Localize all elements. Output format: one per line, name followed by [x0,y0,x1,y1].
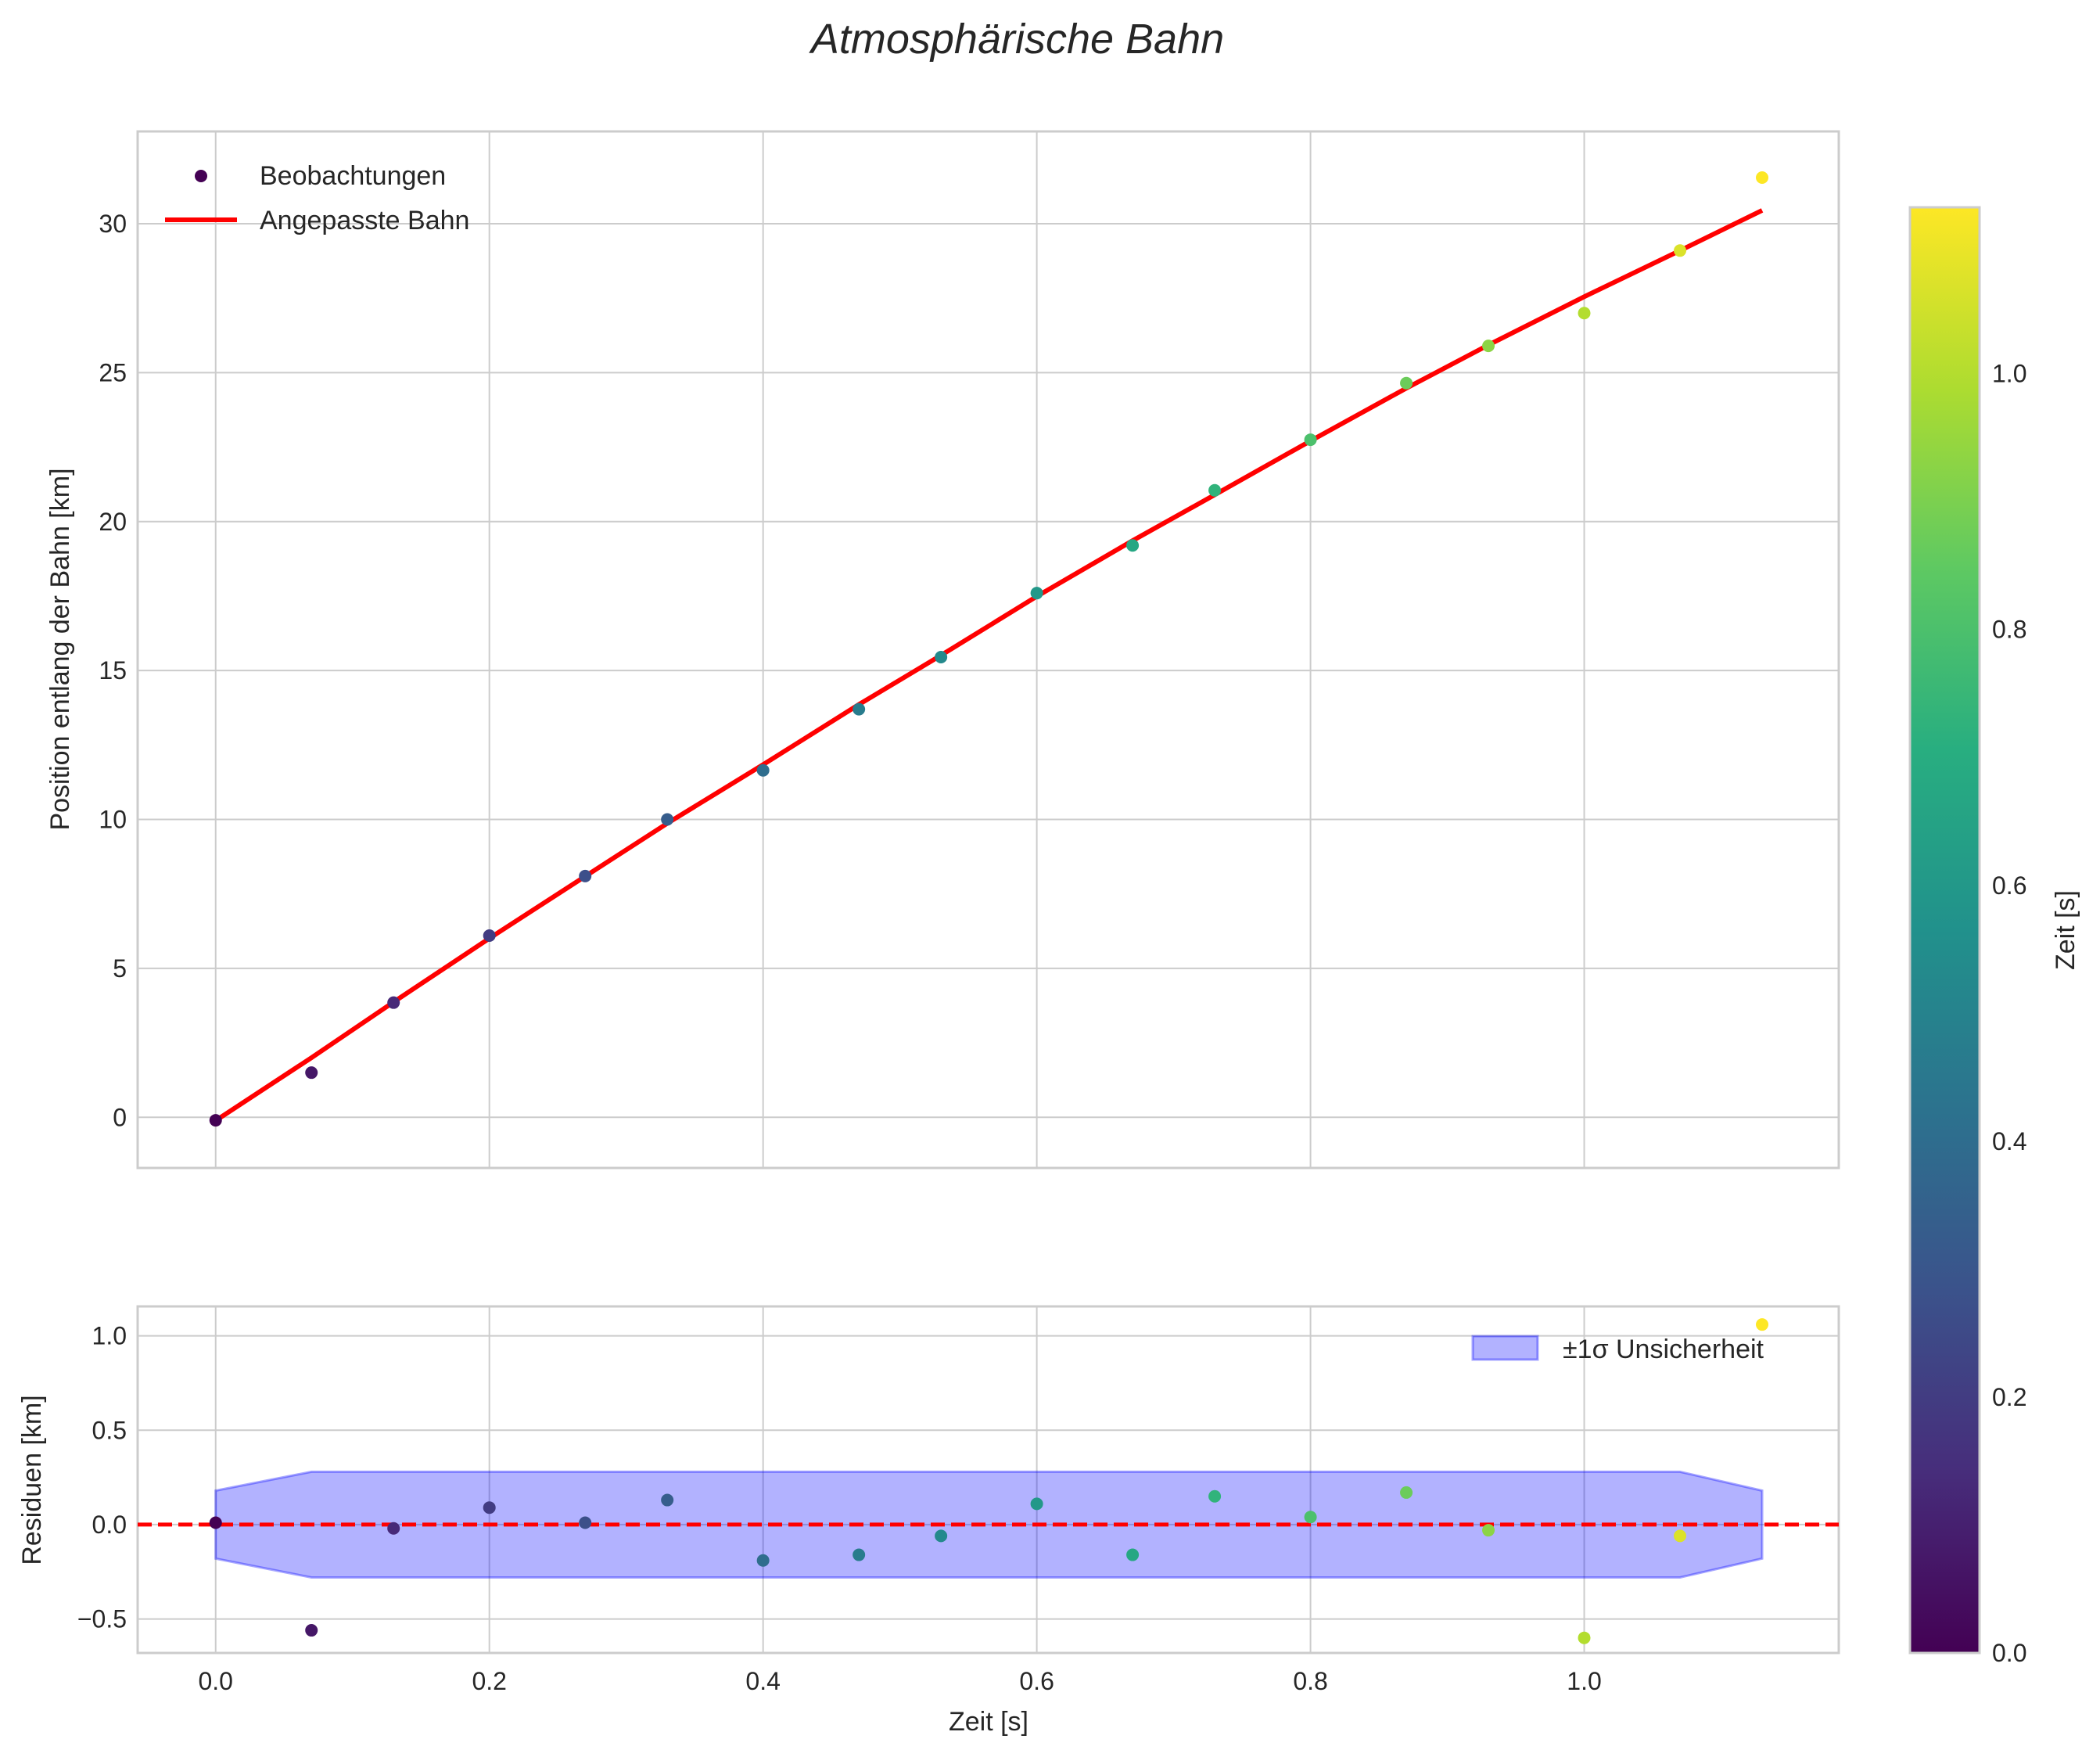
y-tick-label: 25 [99,358,127,386]
colorbar-label: Zeit [s] [2051,890,2080,970]
colorbar-tick-label: 0.2 [1992,1383,2026,1411]
observation-point [1578,307,1591,320]
residual-point [1208,1489,1222,1503]
observation-point [1674,244,1687,257]
y-tick-label: 0.0 [92,1511,127,1539]
y-tick-label: 0.5 [92,1416,127,1444]
y-tick-label: 5 [113,954,127,983]
observation-point [305,1066,318,1080]
x-tick-label: 0.8 [1293,1667,1327,1695]
y-tick-label: 0 [113,1103,127,1131]
observation-point [579,869,592,882]
observation-point [1482,340,1495,353]
residual-point [387,1522,400,1535]
y-tick-label: 30 [99,210,127,238]
x-tick-label: 1.0 [1567,1667,1601,1695]
residual-plot: −0.5 0.0 0.5 1.0 0.0 0.2 0.4 0.6 0.8 1.0 ±1σ Unsic… [77,1305,1840,1695]
observation-point [853,702,866,716]
residual-point [756,1554,770,1567]
observation-point [1400,376,1413,390]
colorbar-tick-label: 0.0 [1992,1639,2026,1667]
x-tick-label: 0.6 [1019,1667,1054,1695]
observation-point [1756,171,1769,185]
x-tick-label: 0.2 [472,1667,506,1695]
y-tick-label: 1.0 [92,1322,127,1350]
residual-point [579,1516,592,1529]
residual-point [1578,1631,1591,1644]
observation-point [935,651,948,664]
colorbar: 0.0 0.2 0.4 0.6 0.8 1.0 [1908,206,2026,1667]
legend-band-swatch [1471,1335,1539,1361]
residual-point [1126,1548,1140,1561]
legend-scatter-marker [195,170,207,182]
residual-point [483,1501,496,1514]
legend-label-fit: Angepasste Bahn [260,206,469,235]
residual-point [935,1529,948,1543]
top-y-axis-label: Position entlang der Bahn [km] [45,468,75,830]
colorbar-tick-label: 0.8 [1992,616,2026,644]
residual-point [209,1516,222,1529]
observation-point [209,1114,222,1127]
x-axis-label: Zeit [s] [949,1707,1028,1737]
legend-label-observations: Beobachtungen [260,161,446,191]
fit-line [214,208,1764,1123]
residual-point [1030,1497,1043,1511]
observation-point [756,764,770,777]
observation-point [387,996,400,1009]
residual-point [1482,1524,1495,1537]
x-tick-label: 0.0 [198,1667,232,1695]
colorbar-tick-label: 0.6 [1992,871,2026,900]
y-tick-label: −0.5 [77,1605,127,1633]
legend-label-uncertainty: ±1σ Unsicherheit [1563,1335,1764,1364]
residual-point [1400,1486,1413,1499]
y-tick-label: 15 [99,656,127,684]
observation-point [1304,433,1317,447]
observation-point [483,929,496,943]
x-tick-label: 0.4 [745,1667,780,1695]
residual-point [853,1548,866,1561]
colorbar-tick-label: 1.0 [1992,360,2026,388]
observation-point [1208,483,1222,497]
observation-point [1030,587,1043,600]
observation-point [1126,539,1140,552]
observation-point [661,813,674,826]
residual-point [1674,1529,1687,1543]
uncertainty-band [214,1470,1764,1579]
axes-frame [136,1305,1840,1655]
residual-point [661,1493,674,1507]
y-tick-label: 20 [99,508,127,536]
colorbar-gradient [1908,206,1981,1655]
y-tick-label: 10 [99,806,127,834]
colorbar-tick-label: 0.4 [1992,1127,2026,1155]
chart-title: Atmosphärische Bahn [809,16,1224,63]
bottom-y-axis-label: Residuen [km] [17,1395,47,1565]
residual-point [305,1624,318,1637]
main-plot: 0 5 10 15 20 25 30 Beobachtungen Angepasste Bahn [99,130,1840,1170]
axes-frame [136,130,1840,1170]
residual-point [1304,1511,1317,1524]
residual-point [1756,1318,1769,1331]
